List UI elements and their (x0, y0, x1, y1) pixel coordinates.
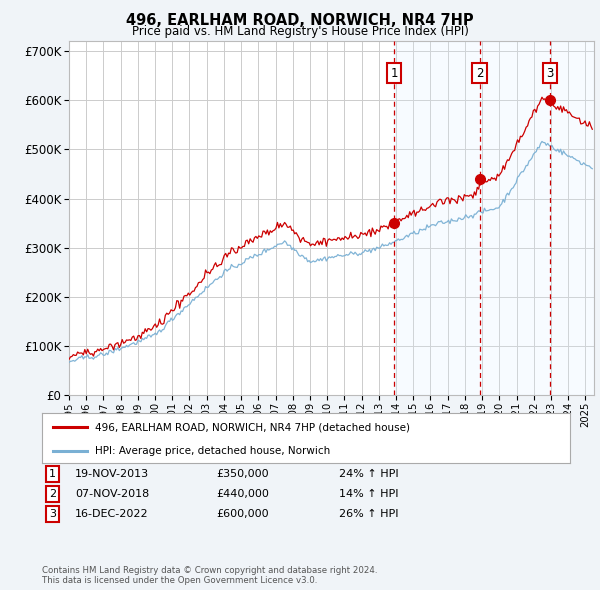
Text: 1: 1 (49, 469, 56, 478)
Text: Contains HM Land Registry data © Crown copyright and database right 2024.
This d: Contains HM Land Registry data © Crown c… (42, 566, 377, 585)
Text: 16-DEC-2022: 16-DEC-2022 (75, 509, 149, 519)
Text: 496, EARLHAM ROAD, NORWICH, NR4 7HP: 496, EARLHAM ROAD, NORWICH, NR4 7HP (126, 13, 474, 28)
Text: 3: 3 (49, 509, 56, 519)
Text: £350,000: £350,000 (216, 469, 269, 478)
Text: 07-NOV-2018: 07-NOV-2018 (75, 489, 149, 499)
Text: 24% ↑ HPI: 24% ↑ HPI (339, 469, 398, 478)
Text: 1: 1 (390, 67, 398, 80)
Text: HPI: Average price, detached house, Norwich: HPI: Average price, detached house, Norw… (95, 445, 330, 455)
Text: 19-NOV-2013: 19-NOV-2013 (75, 469, 149, 478)
Text: 496, EARLHAM ROAD, NORWICH, NR4 7HP (detached house): 496, EARLHAM ROAD, NORWICH, NR4 7HP (det… (95, 422, 410, 432)
Text: 2: 2 (476, 67, 483, 80)
Text: £440,000: £440,000 (216, 489, 269, 499)
Text: 14% ↑ HPI: 14% ↑ HPI (339, 489, 398, 499)
Text: Price paid vs. HM Land Registry's House Price Index (HPI): Price paid vs. HM Land Registry's House … (131, 25, 469, 38)
Text: 2: 2 (49, 489, 56, 499)
Text: £600,000: £600,000 (216, 509, 269, 519)
Bar (394, 41, 594, 395)
Text: 3: 3 (547, 67, 554, 80)
Text: 26% ↑ HPI: 26% ↑ HPI (339, 509, 398, 519)
